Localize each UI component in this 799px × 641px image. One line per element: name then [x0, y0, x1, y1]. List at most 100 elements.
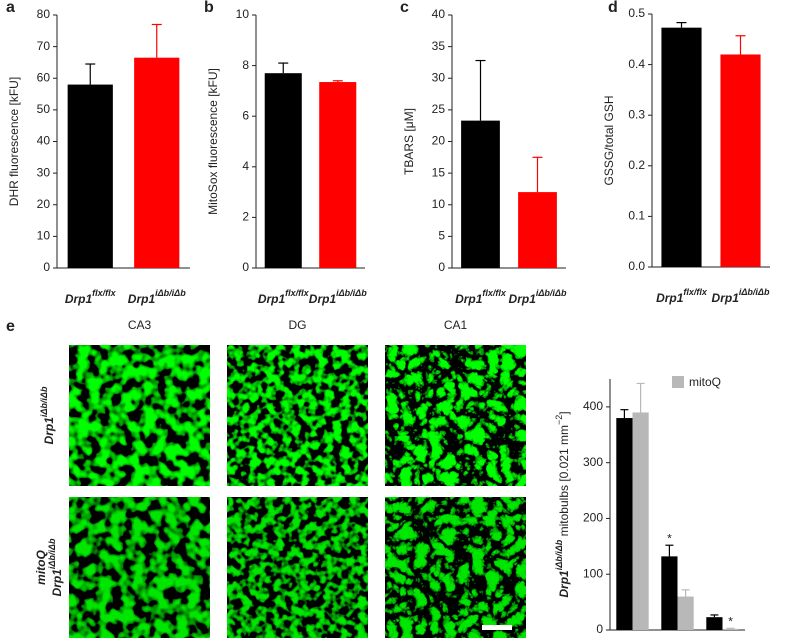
y-axis-title-part: Drp1: [557, 570, 571, 598]
y-tick-label: 0: [438, 260, 445, 274]
category-name: Drp1: [258, 292, 286, 306]
micrograph: [227, 345, 368, 486]
y-tick-label: 60: [37, 70, 51, 84]
y-tick-label: 2: [242, 210, 249, 224]
row-label: Drp1iΔb/iΔb: [39, 386, 56, 444]
y-tick-label: 0.1: [628, 209, 645, 223]
y-tick-label: 50: [37, 102, 51, 116]
micrograph: [385, 345, 526, 486]
category-name: Drp1: [128, 292, 156, 306]
y-axis-title: GSSG/total GSH: [602, 95, 616, 185]
y-tick-label: 0.0: [628, 259, 645, 273]
y-axis-title-part: mitobulbs [0.021 mm: [557, 425, 571, 540]
category-name: Drp1: [65, 292, 93, 306]
y-tick-label: 300: [583, 455, 603, 469]
category-name: Drp1: [712, 291, 740, 305]
y-tick-label: 0: [43, 260, 50, 274]
y-tick-label: 10: [37, 229, 51, 243]
y-tick-label: 0.2: [628, 158, 645, 172]
panel-label: c: [400, 0, 409, 16]
y-tick-label: 10: [432, 197, 446, 211]
panel-label: d: [608, 0, 618, 16]
y-tick-label: 5: [438, 229, 445, 243]
y-tick-label: 0.3: [628, 107, 645, 121]
y-tick-label: 40: [37, 134, 51, 148]
bar: [661, 27, 702, 267]
x-tick-label: Drp1iΔb/iΔb: [128, 288, 186, 306]
y-tick-label: 0: [242, 260, 249, 274]
y-tick-label: 40: [432, 7, 446, 21]
significance-mark: *: [667, 531, 672, 545]
category-superscript: flx/flx: [92, 288, 117, 298]
category-name: Drp1: [509, 292, 537, 306]
row-name: Drp1: [42, 417, 56, 445]
y-tick-label: 8: [242, 58, 249, 72]
column-label: CA1: [444, 318, 468, 332]
y-axis-title-part: iΔb/iΔb: [554, 539, 564, 570]
y-tick-label: 0.5: [628, 6, 645, 20]
y-tick-label: 80: [37, 7, 51, 21]
panel-label: b: [204, 0, 214, 16]
bar: [518, 192, 557, 268]
y-axis-title-part: −2: [554, 415, 564, 425]
significance-mark: *: [728, 614, 733, 628]
bar: [461, 120, 500, 268]
micrograph: [385, 497, 526, 638]
x-tick-label: Drp1flx/flx: [258, 288, 310, 306]
y-tick-label: 200: [583, 511, 603, 525]
category-superscript: flx/flx: [683, 287, 708, 297]
bar: [632, 412, 649, 630]
y-tick-label: 10: [236, 7, 250, 21]
category-superscript: iΔb/iΔb: [336, 288, 367, 298]
legend-label: mitoQ: [689, 375, 721, 389]
y-axis-title: MitoSox fluorescence [kFU]: [206, 68, 220, 215]
bar: [67, 84, 113, 268]
y-tick-label: 25: [432, 102, 446, 116]
y-tick-label: 70: [37, 39, 51, 53]
legend-swatch: [672, 376, 684, 388]
x-tick-label: Drp1iΔb/iΔb: [712, 287, 770, 305]
y-axis-title: Drp1iΔb/iΔb mitobulbs [0.021 mm−2]: [554, 411, 571, 597]
y-tick-label: 15: [432, 165, 446, 179]
column-label: CA3: [128, 318, 152, 332]
y-tick-label: 35: [432, 39, 446, 53]
y-tick-label: 20: [432, 134, 446, 148]
y-tick-label: 30: [432, 70, 446, 84]
y-tick-label: 4: [242, 159, 249, 173]
bar: [720, 54, 761, 268]
panel-label: a: [6, 0, 15, 16]
row-label: Drp1iΔb/iΔb: [47, 538, 64, 596]
category-name: Drp1: [309, 292, 337, 306]
category-superscript: flx/flx: [482, 288, 507, 298]
x-tick-label: Drp1flx/flx: [65, 288, 117, 306]
bar: [134, 57, 180, 268]
y-tick-label: 0.4: [628, 57, 645, 71]
bar: [319, 82, 357, 268]
category-superscript: flx/flx: [285, 288, 310, 298]
y-axis-title: DHR fluorescence [kFU]: [7, 77, 21, 206]
row-treatment: mitoQ: [34, 550, 48, 585]
row-name: Drp1: [50, 569, 64, 597]
x-tick-label: Drp1flx/flx: [656, 287, 708, 305]
y-tick-label: 30: [37, 165, 51, 179]
bar: [706, 617, 723, 630]
row-superscript: iΔb/iΔb: [39, 386, 49, 417]
x-tick-label: Drp1iΔb/iΔb: [509, 288, 567, 306]
y-axis-title-part: ]: [557, 411, 571, 414]
y-tick-label: 0: [596, 622, 603, 636]
micrograph: [69, 497, 210, 638]
category-name: Drp1: [656, 291, 684, 305]
bar: [722, 628, 739, 630]
panel-label: e: [6, 318, 15, 335]
scale-bar: [482, 625, 512, 630]
category-superscript: iΔb/iΔb: [536, 288, 567, 298]
x-tick-label: Drp1iΔb/iΔb: [309, 288, 367, 306]
bar: [677, 596, 694, 630]
y-tick-label: 20: [37, 197, 51, 211]
y-tick-label: 100: [583, 566, 603, 580]
category-superscript: iΔb/iΔb: [739, 287, 770, 297]
category-name: Drp1: [455, 292, 483, 306]
y-tick-label: 400: [583, 399, 603, 413]
row-superscript: iΔb/iΔb: [47, 538, 57, 569]
